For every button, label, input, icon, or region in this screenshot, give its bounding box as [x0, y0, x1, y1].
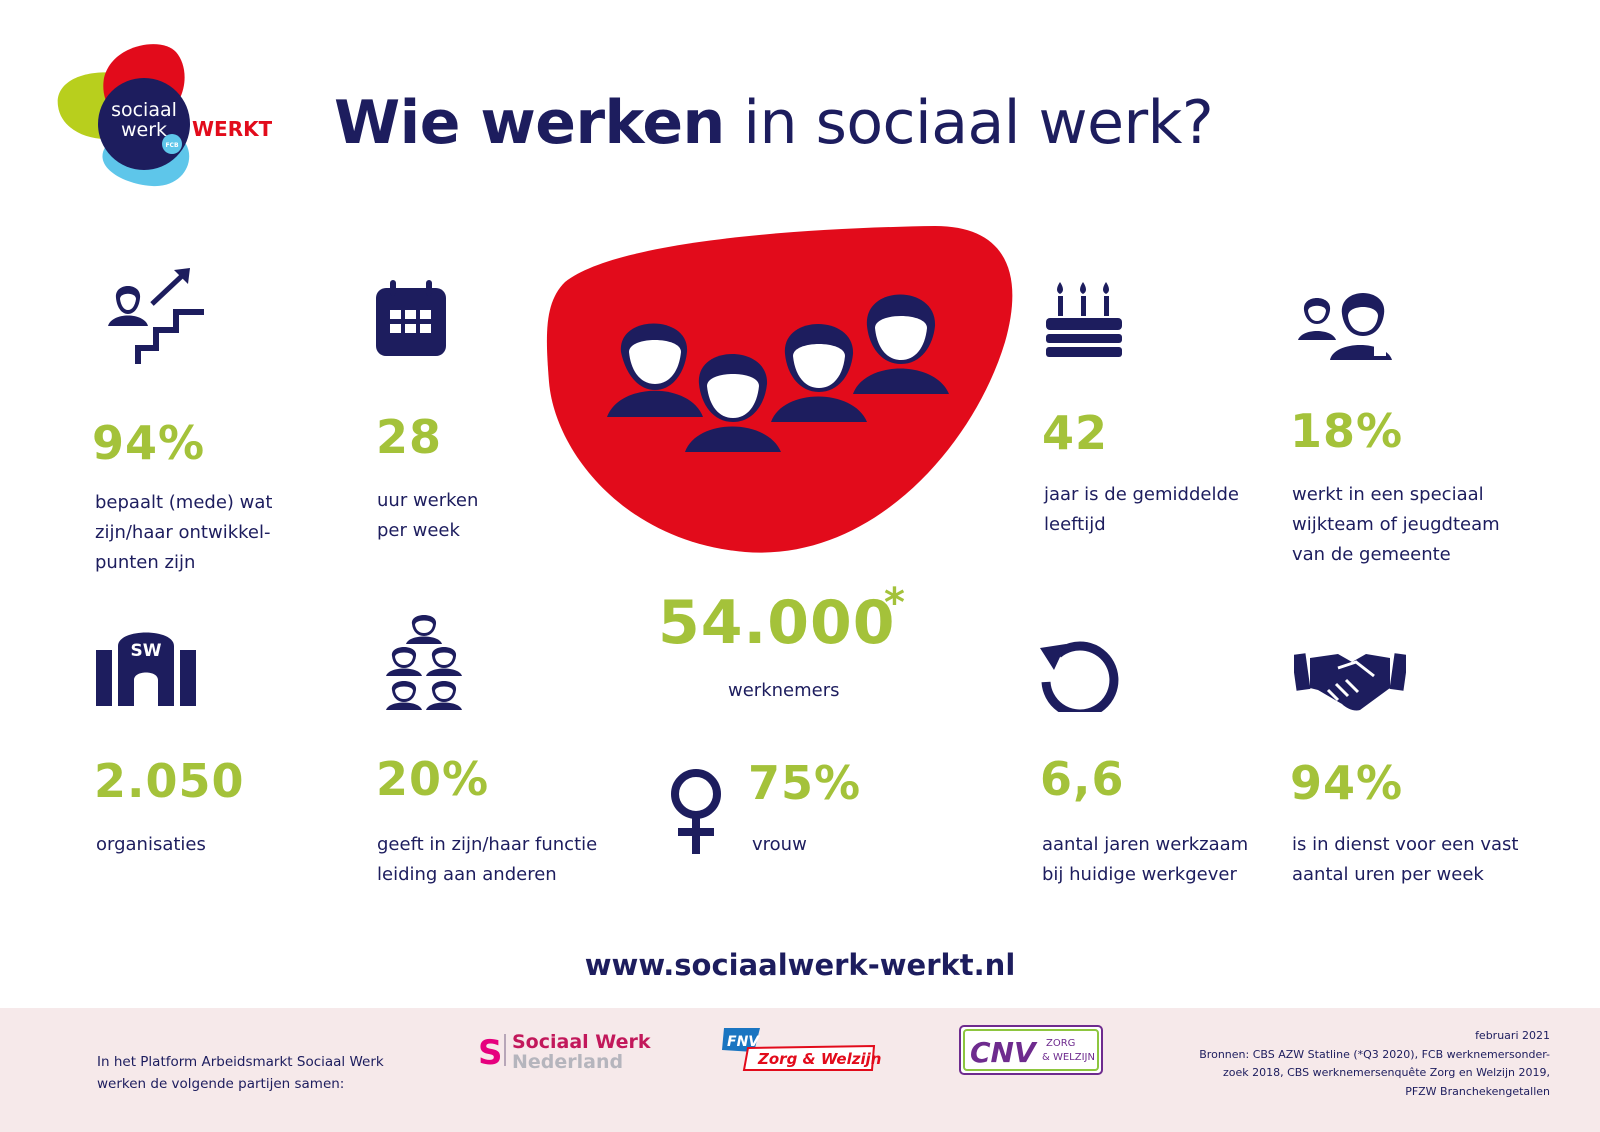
svg-text:CNV: CNV — [970, 1036, 1038, 1069]
logo-graphic: sociaal werk FCB WERKT! — [57, 44, 281, 187]
title-bold: Wie werken — [334, 88, 725, 158]
stat-text-hours: uur werken per week — [377, 490, 479, 541]
stat-value-hours: 28 — [376, 410, 443, 464]
cake-icon — [1046, 282, 1122, 357]
stat-value-teams: 18% — [1290, 404, 1404, 458]
stat-text-development: bepaalt (mede) wat zijn/haar ontwikkel- … — [95, 492, 273, 573]
people-stairs-icon — [108, 268, 204, 364]
page-title: Wie werken in sociaal werk? — [334, 88, 1214, 158]
svg-text:SW: SW — [131, 641, 162, 661]
swn-logo-graphic: S Sociaal Werk Nederland — [478, 1031, 651, 1073]
hierarchy-icon — [386, 615, 462, 710]
footer-text: In het Platform Arbeidsmarkt Sociaal Wer… — [97, 1054, 384, 1092]
female-icon — [671, 769, 721, 854]
svg-text:FCB: FCB — [165, 142, 179, 149]
central-value: 54.000 — [658, 588, 896, 658]
stat-text-teams: werkt in een speciaal wijkteam of jeugdt… — [1292, 484, 1500, 565]
svg-text:Sociaal Werk: Sociaal Werk — [512, 1031, 651, 1053]
handshake-icon — [1294, 653, 1406, 711]
website-link[interactable]: www.sociaalwerk-werkt.nl — [584, 948, 1016, 982]
date: februari 2021 — [1475, 1029, 1550, 1042]
svg-text:ZORG: ZORG — [1046, 1038, 1075, 1049]
fnv-logo-graphic: FNV Zorg & Welzijn — [722, 1028, 881, 1071]
stat-value-fixed-hours: 94% — [1290, 756, 1404, 810]
central-asterisk: * — [884, 580, 905, 626]
stat-text-female: vrouw — [752, 834, 807, 855]
partner-logo-fnv: FNV Zorg & Welzijn — [722, 1026, 890, 1076]
stat-value-development: 94% — [92, 416, 206, 470]
stat-text-age: jaar is de gemiddelde leeftijd — [1044, 484, 1239, 535]
cnv-logo-graphic: CNV ZORG & WELZIJN — [959, 1025, 1103, 1075]
svg-text:FNV: FNV — [727, 1034, 760, 1050]
partner-logo-cnv: CNV ZORG & WELZIJN — [958, 1024, 1106, 1076]
partner-logo-sociaal-werk-nederland: S Sociaal Werk Nederland — [474, 1028, 654, 1073]
sources: februari 2021 Bronnen: CBS AZW Statline … — [1199, 1029, 1550, 1098]
stat-value-age: 42 — [1042, 406, 1109, 460]
stat-text-organisations: organisaties — [96, 834, 206, 855]
group-people-icon — [607, 294, 949, 452]
svg-text:sociaal: sociaal — [111, 99, 177, 121]
central-label: werknemers — [728, 680, 840, 701]
stat-text-leadership: geeft in zijn/haar functie leiding aan a… — [377, 834, 598, 885]
stat-value-leadership: 20% — [376, 752, 490, 806]
svg-text:Zorg & Welzijn: Zorg & Welzijn — [757, 1050, 881, 1068]
people-blob — [546, 226, 1013, 553]
svg-text:werk: werk — [121, 119, 167, 141]
refresh-icon — [1040, 641, 1119, 712]
logo: sociaal werk FCB WERKT! — [52, 38, 281, 190]
svg-text:WERKT!: WERKT! — [192, 117, 272, 141]
svg-text:& WELZIJN: & WELZIJN — [1042, 1052, 1095, 1063]
stat-text-tenure: aantal jaren werkzaam bij huidige werkge… — [1042, 834, 1249, 885]
title-rest: in sociaal werk? — [724, 88, 1214, 158]
stat-value-organisations: 2.050 — [94, 754, 245, 808]
stat-text-fixed-hours: is in dienst voor een vast aantal uren p… — [1292, 834, 1519, 885]
svg-text:Nederland: Nederland — [512, 1051, 623, 1072]
stat-value-female: 75% — [748, 756, 862, 810]
calendar-icon — [376, 280, 446, 356]
building-icon: SW — [96, 632, 196, 706]
svg-text:S: S — [478, 1033, 503, 1072]
team-icon — [1298, 293, 1392, 360]
stat-value-tenure: 6,6 — [1040, 752, 1125, 806]
